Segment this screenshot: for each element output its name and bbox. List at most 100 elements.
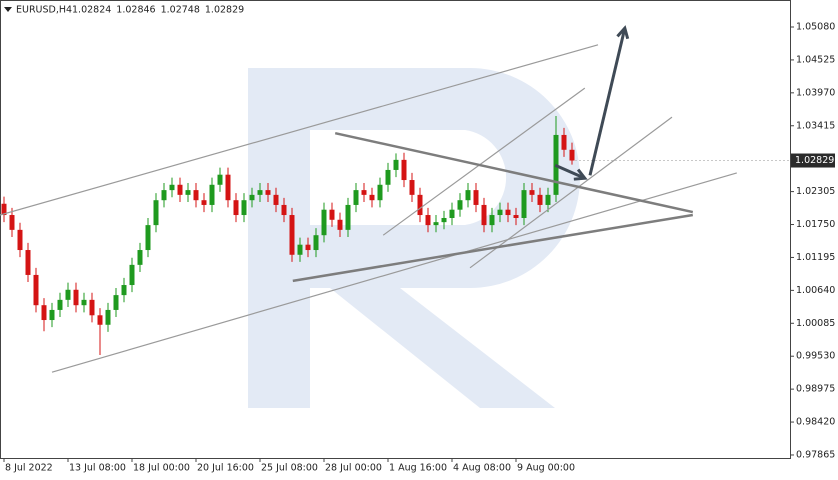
candle-body [25, 250, 31, 275]
candle-body [249, 194, 255, 201]
candle-body [9, 215, 15, 230]
watermark-stem [248, 68, 310, 408]
candle-body [177, 184, 183, 195]
arrow-shaft [588, 27, 627, 176]
candle-body [369, 194, 375, 201]
candles [1, 115, 575, 356]
candle-body [129, 264, 135, 286]
candle-body [465, 190, 471, 201]
candle-body [489, 215, 495, 226]
trendline [382, 87, 586, 236]
candle-body [145, 225, 151, 251]
x-tick-label: 4 Aug 08:00 [453, 463, 511, 474]
y-tick-label: 0.97865 [796, 449, 835, 460]
x-tick-label: 9 Aug 00:00 [517, 463, 575, 474]
candle-body [345, 204, 351, 230]
candle-body [433, 222, 439, 226]
candle-body [353, 190, 359, 205]
header-value: 1.02748 [161, 5, 200, 16]
candle-body [393, 159, 399, 170]
candle-body [193, 190, 199, 201]
y-tick-label: 1.01195 [796, 252, 835, 263]
candle-body [185, 190, 191, 195]
trendline [334, 131, 694, 214]
y-tick-label: 1.03970 [796, 87, 835, 98]
candle-body [377, 184, 383, 201]
candle-body [49, 309, 55, 321]
candle-body [65, 289, 71, 300]
candle-body [561, 134, 567, 150]
candle-body [313, 235, 319, 251]
candle-body [569, 149, 575, 161]
candle-body [97, 315, 103, 325]
candle-body [257, 190, 263, 195]
candle-body [321, 209, 327, 236]
candle-body [521, 190, 527, 218]
candle-body [273, 194, 279, 205]
candle-body [73, 289, 79, 306]
x-tick-label: 13 Jul 08:00 [69, 463, 126, 474]
trendline [469, 116, 673, 269]
candle-body [265, 190, 271, 195]
candle-body [505, 209, 511, 216]
price-box [791, 153, 835, 168]
x-tick-label: 28 Jul 00:00 [325, 463, 382, 474]
candle-body [537, 194, 543, 205]
x-tick-label: 8 Jul 2022 [5, 463, 53, 474]
trendline [292, 213, 694, 283]
y-tick-label: 1.01750 [796, 219, 835, 230]
candle-body [201, 200, 207, 205]
y-tick-label: 0.98975 [796, 384, 835, 395]
candle-body [137, 250, 143, 265]
candle-body [481, 204, 487, 226]
y-tick-label: 1.04525 [796, 54, 835, 65]
watermark [248, 68, 580, 408]
candle-body [217, 174, 223, 185]
candle-body [241, 200, 247, 216]
x-axis: 8 Jul 2022 13 Jul 08:00 18 Jul 00:00 20 Jul… [3, 458, 575, 474]
candle-body [337, 219, 343, 230]
candle-body [409, 180, 415, 195]
symbol: EURUSD,H4 [16, 5, 72, 16]
candle-body [329, 209, 335, 220]
header: EURUSD,H4 1.02824 1.02846 1.02748 1.02829 [4, 5, 244, 16]
drawings [0, 25, 737, 373]
arrow-head [616, 25, 630, 40]
candle-body [105, 309, 111, 325]
candle-body [401, 159, 407, 181]
trendline [51, 172, 737, 373]
menu-arrow [4, 7, 12, 12]
watermark-bowl [310, 68, 580, 408]
candle-body [17, 229, 23, 251]
plot-frame [0, 0, 791, 459]
price-label: 1.02829 [795, 155, 834, 166]
y-tick-label: 0.99530 [796, 351, 835, 362]
y-tick-label: 1.00085 [796, 318, 835, 329]
y-axis: 1.05080 1.04525 1.03970 1.03415 1.02305 1.017… [575, 21, 835, 460]
candle-body [153, 200, 159, 226]
candle-body [473, 190, 479, 205]
candle-body [1, 203, 7, 216]
candle-body [281, 204, 287, 216]
candle-body [529, 190, 535, 195]
y-tick-label: 1.02305 [796, 186, 835, 197]
candle-body [121, 285, 127, 296]
header-value: 1.02829 [205, 5, 244, 16]
arrow-head [573, 168, 588, 181]
x-tick-label: 1 Aug 16:00 [389, 463, 447, 474]
candle-body [57, 299, 63, 310]
header-value: 1.02824 [72, 5, 111, 16]
candle-body [417, 194, 423, 216]
header-value: 1.02846 [116, 5, 155, 16]
trendline [0, 44, 599, 216]
candle-body [113, 295, 119, 310]
y-tick-label: 1.00640 [796, 285, 835, 296]
candle-body [449, 209, 455, 218]
candle-body [161, 190, 167, 201]
x-tick-label: 20 Jul 16:00 [197, 463, 254, 474]
candle-body [89, 299, 95, 316]
x-tick-label: 18 Jul 00:00 [133, 463, 190, 474]
candle-body [513, 215, 519, 218]
